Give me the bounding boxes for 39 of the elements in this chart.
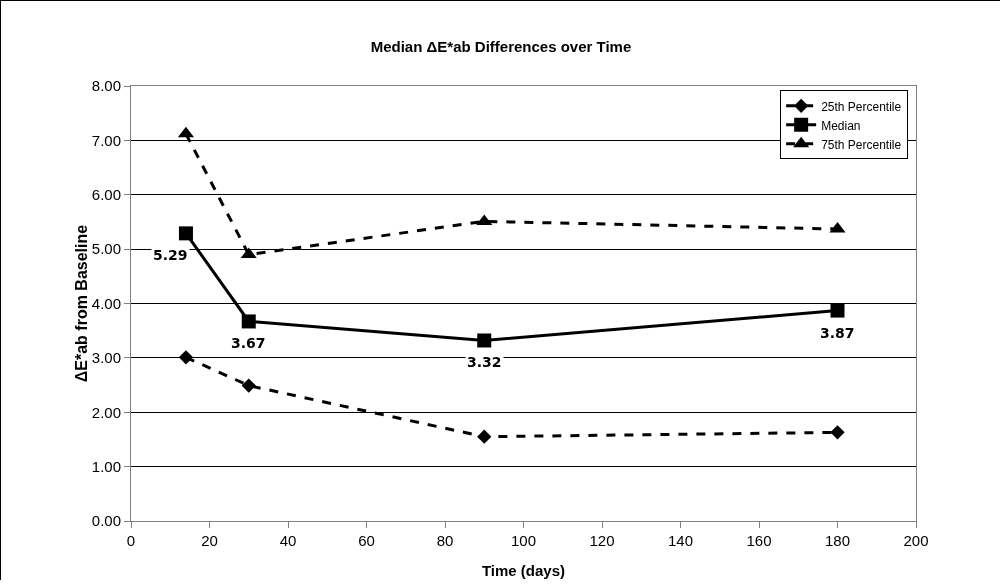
y-tick-label: 4.00 (91, 294, 121, 312)
point (241, 314, 256, 329)
chart-title: Median ΔE*ab Differences over Time (370, 38, 632, 56)
point (830, 303, 845, 318)
x-axis-title: Time (days) (481, 562, 566, 579)
point (178, 350, 194, 365)
x-tick-label: 200 (903, 532, 929, 549)
x-tick-label: 140 (667, 532, 694, 549)
y-tick-label: 6.00 (91, 186, 121, 203)
y-tick-label: 0.00 (91, 512, 121, 530)
y-tick-label: 3.00 (91, 349, 121, 367)
x-tick-label: 80 (436, 532, 454, 549)
data-label: 3.87 (820, 325, 855, 341)
point (830, 425, 845, 440)
x-tick-label: 160 (746, 532, 772, 549)
y-axis-title: ΔE*ab from Baseline (72, 224, 90, 383)
x-tick-label: 20 (201, 532, 218, 549)
data-label: 5.29 (153, 247, 188, 263)
legend-label: 75th Percentile (821, 137, 902, 152)
x-tick-label: 180 (824, 532, 851, 549)
legend-label: 25th Percentile (821, 99, 902, 114)
point (477, 429, 492, 444)
data-label: 3.67 (231, 335, 266, 351)
y-tick-label: 8.00 (91, 77, 121, 95)
y-tick-label: 7.00 (91, 131, 121, 149)
y-tick-label: 5.00 (91, 240, 121, 258)
x-tick-label: 40 (279, 532, 297, 549)
y-tick-label: 2.00 (91, 403, 121, 421)
x-tick-label: 100 (510, 532, 537, 549)
x-tick-label: 120 (589, 532, 615, 549)
data-label: 3.32 (467, 354, 502, 370)
point (240, 247, 257, 259)
point (178, 226, 193, 241)
x-tick-label: 0 (126, 532, 136, 549)
y-tick-label: 1.00 (91, 457, 121, 475)
point (241, 378, 256, 393)
point (477, 333, 492, 348)
x-tick-label: 60 (358, 532, 375, 549)
legend-label: Median (821, 118, 861, 133)
